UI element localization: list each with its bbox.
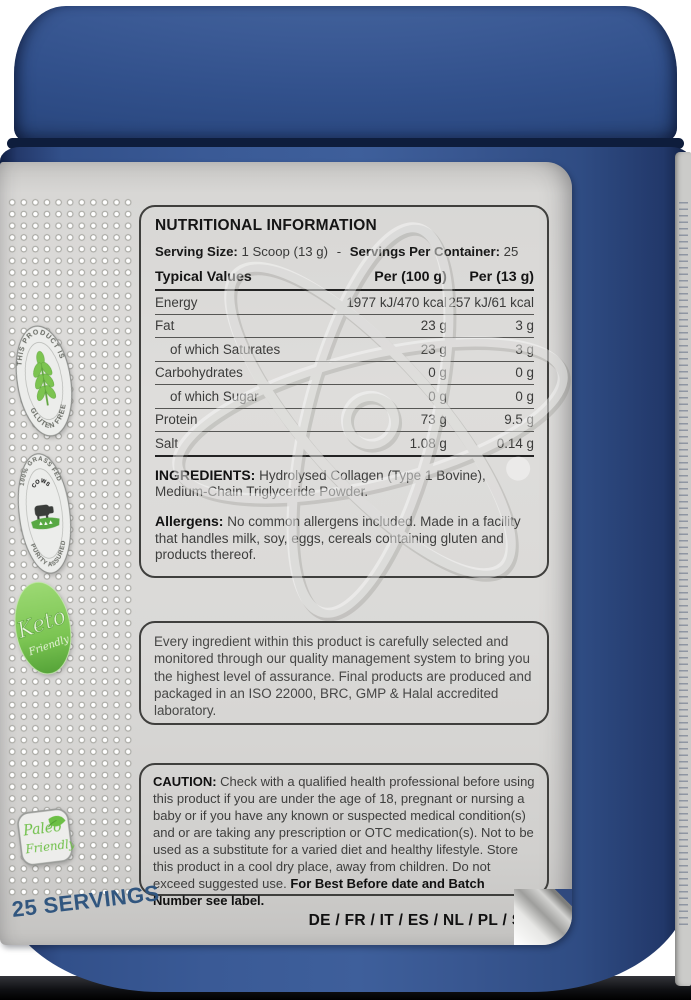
leaf-icon — [47, 815, 66, 828]
table-row: of which Sugar 0 g 0 g — [155, 385, 534, 409]
per-100g-value: 73 g — [420, 412, 447, 427]
table-row: of which Saturates 23 g 3 g — [155, 338, 534, 362]
servings-per-container-label: Servings Per Container: — [349, 244, 500, 259]
header-per-100g: Per (100 g) — [374, 269, 447, 285]
per-100g-value: 23 g — [420, 318, 447, 333]
wheat-icon — [33, 351, 56, 406]
allergens-label: Allergens: — [155, 512, 224, 529]
table-row: Protein 73 g 9.5 g — [155, 409, 534, 432]
nutrient-name: of which Sugar — [170, 388, 259, 404]
gluten-free-badge: THIS PRODUCT IS GLUTEN FREE — [6, 318, 82, 444]
nutrient-name: of which Saturates — [170, 341, 281, 357]
caution-label: CAUTION: — [153, 774, 217, 789]
nutrient-name: Energy — [155, 294, 198, 310]
lid-seam — [7, 138, 684, 149]
paleo-sub: Friendly — [24, 836, 77, 856]
quality-statement-text: Every ingredient within this product is … — [154, 634, 532, 719]
header-typical-values: Typical Values — [155, 269, 252, 285]
front-label: NUTRITIONAL INFORMATION Serving Size: 1 … — [0, 162, 572, 945]
tub-lid — [14, 6, 677, 142]
per-13g-value: 0.14 g — [496, 435, 534, 451]
per-100g-value: 1977 kJ/470 kcal — [346, 294, 447, 310]
per-100g-value: 0 g — [428, 365, 447, 380]
table-row: Energy 1977 kJ/470 kcal 257 kJ/61 kcal — [155, 291, 534, 315]
grass-fed-badge: 100% GRASS FED COWS PURITY ASSURED — [9, 447, 79, 580]
language-codes: DE / FR / IT / ES / NL / PL / SE — [308, 912, 533, 929]
serving-line: Serving Size: 1 Scoop (13 g) - Servings … — [155, 244, 534, 259]
serving-size-label: Serving Size: — [155, 244, 238, 259]
label-page-curl — [514, 889, 572, 945]
nutrition-panel: NUTRITIONAL INFORMATION Serving Size: 1 … — [139, 205, 549, 578]
per-100g-value: 0 g — [428, 388, 447, 404]
per-100g-value: 1.08 g — [409, 435, 447, 451]
header-per-13g: Per (13 g) — [469, 269, 534, 285]
per-13g-value: 3 g — [515, 341, 534, 357]
per-13g-value: 3 g — [515, 318, 534, 333]
ingredients-text: Hydrolysed Collagen (Type 1 Bovine), Med… — [155, 467, 486, 500]
ingredients-label: INGREDIENTS: — [155, 466, 256, 483]
table-row: Carbohydrates 0 g 0 g — [155, 362, 534, 385]
caution-box: CAUTION: Check with a qualified health p… — [139, 763, 549, 908]
per-13g-value: 257 kJ/61 kcal — [448, 294, 534, 310]
keto-friendly-badge: Keto Friendly — [7, 576, 79, 680]
per-100g-value: 23 g — [420, 341, 447, 357]
panel-title: NUTRITIONAL INFORMATION — [155, 217, 377, 234]
ingredients-paragraph: INGREDIENTS: Hydrolysed Collagen (Type 1… — [155, 467, 534, 501]
nutrition-table: Typical Values Per (100 g) Per (13 g) En… — [155, 269, 534, 457]
per-13g-value: 0 g — [515, 365, 534, 380]
table-row: Salt 1.08 g 0.14 g — [155, 432, 534, 457]
per-13g-value: 0 g — [515, 388, 534, 404]
serving-size-value: 1 Scoop (13 g) — [241, 244, 329, 259]
per-13g-value: 9.5 g — [504, 412, 534, 427]
nutrient-name: Protein — [155, 412, 198, 427]
nutrient-name: Salt — [155, 435, 179, 451]
nutrient-name: Carbohydrates — [155, 365, 243, 380]
caution-text: Check with a qualified health profession… — [153, 774, 535, 892]
quality-statement-box: Every ingredient within this product is … — [139, 621, 549, 725]
table-header-row: Typical Values Per (100 g) Per (13 g) — [155, 269, 534, 291]
cow-icon — [31, 504, 60, 530]
allergens-paragraph: Allergens: No common allergens included.… — [155, 513, 534, 564]
table-row: Fat 23 g 3 g — [155, 315, 534, 338]
servings-per-container-value: 25 — [503, 244, 519, 259]
caution-bold-tail: For Best Before date and Batch Number se… — [153, 876, 485, 909]
nutrient-name: Fat — [155, 318, 175, 333]
paleo-friendly-badge: Paleo Friendly — [14, 805, 77, 869]
allergens-text: No common allergens included. Made in a … — [155, 513, 521, 563]
dash: - — [336, 244, 342, 259]
side-label-edge — [675, 152, 691, 986]
